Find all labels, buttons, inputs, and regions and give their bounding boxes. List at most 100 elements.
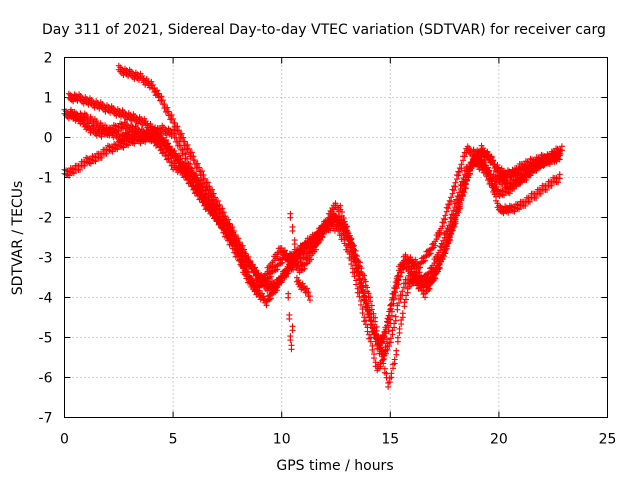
y-tick-label: -3 bbox=[39, 251, 53, 267]
data-point bbox=[120, 144, 127, 151]
data-point bbox=[522, 202, 529, 209]
data-point bbox=[387, 306, 394, 313]
x-axis-label: GPS time / hours bbox=[276, 458, 393, 474]
data-point bbox=[455, 172, 462, 179]
data-point bbox=[357, 301, 364, 308]
data-point bbox=[396, 329, 403, 336]
y-tick-label: 2 bbox=[44, 51, 53, 67]
data-point bbox=[424, 275, 431, 282]
data-point bbox=[468, 163, 475, 170]
data-point bbox=[437, 247, 444, 254]
data-point bbox=[288, 265, 295, 272]
data-point bbox=[289, 327, 296, 334]
series-spur-c bbox=[293, 274, 313, 304]
data-point bbox=[466, 167, 473, 174]
data-point bbox=[287, 214, 294, 221]
data-point bbox=[103, 150, 110, 157]
data-point bbox=[441, 234, 448, 241]
data-point bbox=[366, 313, 373, 320]
data-point bbox=[380, 338, 387, 345]
data-point bbox=[81, 162, 88, 169]
data-point bbox=[449, 190, 456, 197]
data-point bbox=[448, 198, 455, 205]
y-tick-label: -7 bbox=[39, 411, 53, 427]
data-point bbox=[374, 345, 381, 352]
data-point bbox=[319, 233, 326, 240]
data-point bbox=[439, 223, 446, 230]
data-point bbox=[391, 360, 398, 367]
data-point bbox=[301, 265, 308, 272]
series-spur-b bbox=[287, 210, 300, 261]
data-point bbox=[263, 302, 270, 309]
data-point bbox=[309, 247, 316, 254]
data-point bbox=[458, 165, 465, 172]
data-point bbox=[464, 177, 471, 184]
data-point bbox=[98, 154, 105, 161]
data-point bbox=[466, 171, 473, 178]
data-point bbox=[391, 324, 398, 331]
data-point bbox=[288, 346, 295, 353]
y-axis-label: SDTVAR / TECUs bbox=[10, 181, 26, 296]
data-point bbox=[368, 306, 375, 313]
data-point bbox=[327, 220, 334, 227]
data-point bbox=[401, 303, 408, 310]
data-point bbox=[274, 266, 281, 273]
data-point bbox=[274, 253, 281, 260]
data-point bbox=[266, 296, 273, 303]
data-point bbox=[284, 270, 291, 277]
data-point bbox=[356, 276, 363, 283]
data-point bbox=[70, 170, 77, 177]
data-point bbox=[446, 236, 453, 243]
data-point bbox=[351, 273, 358, 280]
data-point bbox=[475, 152, 482, 159]
data-point bbox=[465, 174, 472, 181]
data-point bbox=[513, 182, 520, 189]
data-point bbox=[448, 228, 455, 235]
data-point bbox=[367, 298, 374, 305]
data-point bbox=[394, 338, 401, 345]
data-point bbox=[543, 186, 550, 193]
y-tick-label: 1 bbox=[44, 91, 53, 107]
data-point bbox=[371, 355, 378, 362]
data-point bbox=[372, 318, 379, 325]
data-point bbox=[452, 218, 459, 225]
data-point bbox=[104, 132, 111, 139]
data-point bbox=[553, 155, 560, 162]
y-tick-label: -5 bbox=[39, 331, 53, 347]
data-point bbox=[439, 255, 446, 262]
data-point bbox=[527, 172, 534, 179]
x-tick-label: 25 bbox=[599, 432, 617, 448]
data-point bbox=[385, 383, 392, 390]
data-point bbox=[548, 182, 555, 189]
data-point bbox=[375, 337, 382, 344]
data-point bbox=[287, 337, 294, 344]
data-point bbox=[556, 152, 563, 159]
data-point bbox=[278, 277, 285, 284]
data-point bbox=[394, 306, 401, 313]
data-point bbox=[293, 254, 300, 261]
data-point bbox=[427, 250, 434, 257]
data-point bbox=[298, 259, 305, 266]
data-point bbox=[422, 294, 429, 301]
data-point bbox=[437, 258, 444, 265]
data-point bbox=[472, 158, 479, 165]
data-point bbox=[291, 241, 298, 248]
data-point bbox=[354, 267, 361, 274]
data-point bbox=[516, 206, 523, 213]
data-point bbox=[471, 159, 478, 166]
data-point bbox=[526, 198, 533, 205]
data-point bbox=[460, 157, 467, 164]
data-points bbox=[61, 62, 565, 390]
data-point bbox=[384, 346, 391, 353]
data-point bbox=[361, 296, 368, 303]
data-point bbox=[500, 192, 507, 199]
data-point bbox=[259, 280, 266, 287]
data-point bbox=[388, 300, 395, 307]
data-point bbox=[456, 203, 463, 210]
data-point bbox=[277, 278, 284, 285]
data-point bbox=[452, 183, 459, 190]
data-point bbox=[92, 158, 99, 165]
data-point bbox=[390, 295, 397, 302]
data-point bbox=[445, 239, 452, 246]
